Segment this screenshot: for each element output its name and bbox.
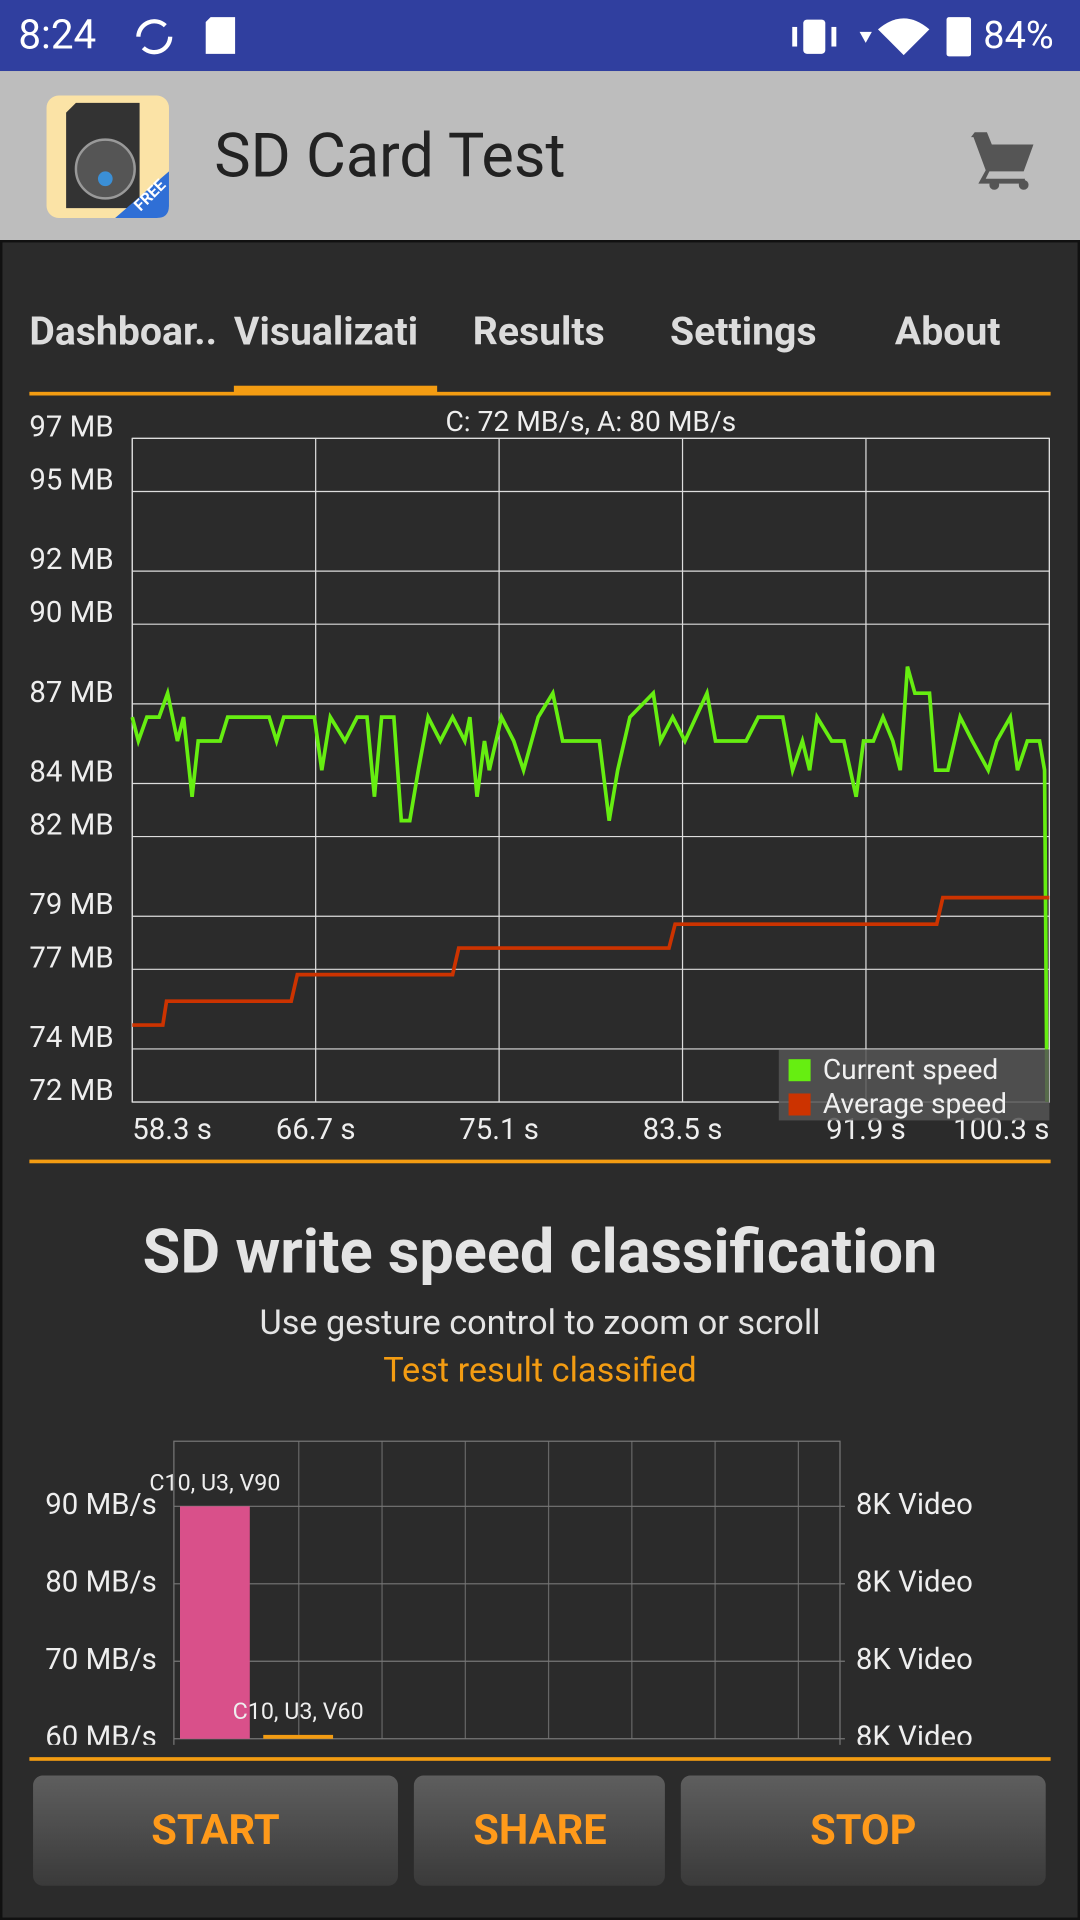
tab-bar: Dashboar.. Visualizati Results Settings … xyxy=(29,309,1000,355)
y-tick-label: 60 MB/s xyxy=(45,1721,157,1755)
legend-swatch xyxy=(788,1059,811,1082)
divider xyxy=(29,1159,1051,1164)
y2-tick-label: 8K Video xyxy=(856,1488,973,1522)
sd-icon xyxy=(205,17,236,54)
cart-button[interactable] xyxy=(971,132,1034,190)
tab[interactable]: About xyxy=(895,309,1001,355)
app-bar xyxy=(0,71,1080,240)
y-tick-label: 77 MB xyxy=(29,941,113,975)
chart-title: C: 72 MB/s, A: 80 MB/s xyxy=(445,405,736,438)
start-button[interactable] xyxy=(33,1775,398,1886)
y-tick-label: 74 MB xyxy=(29,1021,113,1055)
y-tick-label: 79 MB xyxy=(29,888,113,922)
x-tick-label: 75.1 s xyxy=(459,1113,539,1147)
legend-label: Average speed xyxy=(823,1087,1007,1120)
y-tick-label: 90 MB xyxy=(29,596,113,630)
grid-vertical xyxy=(298,1441,799,1739)
y-tick-label: 87 MB xyxy=(29,676,113,710)
button-label[interactable]: STOP xyxy=(810,1806,916,1855)
bar-label: C10, U3, V60 xyxy=(233,1697,364,1725)
y-tick-label: 97 MB xyxy=(29,410,113,444)
y2-tick-label: 8K Video xyxy=(856,1721,973,1755)
share-button[interactable] xyxy=(413,1775,665,1886)
y-tick-label: 72 MB xyxy=(29,1074,113,1108)
bar xyxy=(263,1734,334,1739)
button-label[interactable]: SHARE xyxy=(473,1806,606,1855)
plot-frame xyxy=(173,1440,841,1745)
wifi-icon xyxy=(877,18,930,56)
status-text: Test result classified xyxy=(383,1351,697,1391)
hint: Use gesture control to zoom or scroll xyxy=(259,1303,820,1343)
tab[interactable]: Settings xyxy=(670,309,817,355)
x-tick-label: 66.7 s xyxy=(276,1113,356,1147)
bar xyxy=(180,1506,250,1739)
y-tick-label: 90 MB/s xyxy=(45,1488,157,1522)
tab-indicator xyxy=(233,385,438,395)
divider xyxy=(29,391,1051,396)
legend-label: Current speed xyxy=(823,1053,998,1086)
clock: 8:24 xyxy=(18,12,96,59)
y2-tick-label: 8K Video xyxy=(856,1566,973,1600)
divider xyxy=(29,1757,1051,1761)
y-tick-label: 82 MB xyxy=(29,809,113,843)
speed-chart: 97 MB 95 MB 92 MB 90 MB 87 MB 84 MB 82 MB 79 MB… xyxy=(29,405,1050,1147)
vibrate-icon xyxy=(792,19,837,54)
y-tick-label: 95 MB xyxy=(29,463,113,497)
legend-swatch xyxy=(788,1093,811,1116)
section-title: SD write speed classification xyxy=(143,1215,938,1287)
bar-label: C10, U3, V90 xyxy=(149,1468,280,1496)
series-line xyxy=(132,895,1050,1027)
x-tick-label: 58.3 s xyxy=(132,1113,212,1147)
sync-icon xyxy=(136,19,173,55)
y-tick-label: 92 MB xyxy=(29,543,113,577)
stop-button[interactable] xyxy=(680,1775,1046,1886)
series-line xyxy=(130,666,1049,1103)
app-icon: FREE xyxy=(46,95,169,218)
battery-level: 84% xyxy=(983,14,1053,58)
y-tick-label: 70 MB/s xyxy=(45,1643,157,1677)
signal-icon xyxy=(859,31,872,43)
y-tick-label: 80 MB/s xyxy=(45,1566,157,1600)
tab[interactable]: Results xyxy=(473,309,605,355)
class-chart: 90 MB/s 80 MB/s 70 MB/s 60 MB/s 8K Video 8K V… xyxy=(45,1440,973,1755)
tab[interactable]: Visualizati xyxy=(234,309,418,355)
x-tick-label: 83.5 s xyxy=(643,1113,723,1147)
battery-icon xyxy=(946,17,972,57)
tab[interactable]: Dashboar.. xyxy=(29,309,217,355)
app-title: SD Card Test xyxy=(214,120,565,192)
button-label[interactable]: START xyxy=(151,1806,279,1855)
legend-box xyxy=(778,1049,1050,1121)
y-tick-label: 84 MB xyxy=(29,755,113,789)
button-bar: START SHARE STOP xyxy=(33,1775,1046,1886)
y2-tick-label: 8K Video xyxy=(856,1643,973,1677)
